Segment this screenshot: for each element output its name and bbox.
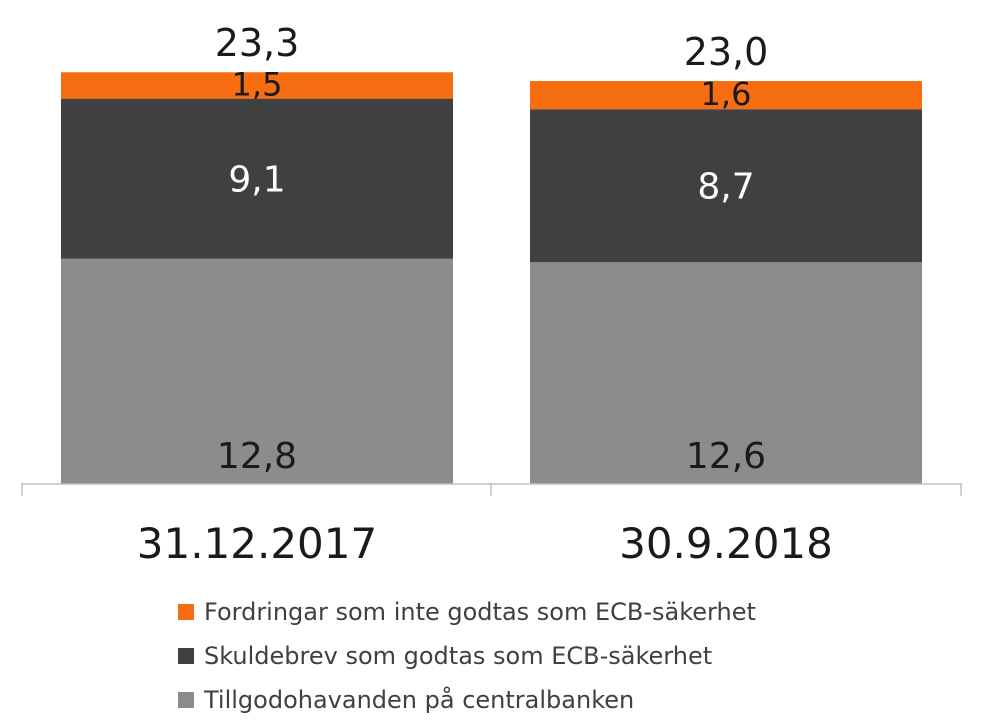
bar-segment-2-1	[530, 81, 922, 110]
legend-item-0: Fordringar som inte godtas som ECB-säker…	[178, 590, 756, 634]
data-label-2-0: 1,5	[232, 65, 283, 103]
data-label-1-1: 8,7	[697, 167, 754, 208]
legend-item-2: Tillgodohavanden på centralbanken	[178, 678, 756, 722]
data-label-1-0: 9,1	[228, 160, 285, 201]
bar-segment-0-0	[61, 258, 453, 484]
legend-item-1: Skuldebrev som godtas som ECB-säkerhet	[178, 634, 756, 678]
bars-layer	[61, 72, 922, 484]
bar-segment-1-1	[530, 109, 922, 263]
bar-segment-0-1	[530, 262, 922, 484]
legend-label-1: Skuldebrev som godtas som ECB-säkerhet	[204, 642, 713, 670]
legend-label-2: Tillgodohavanden på centralbanken	[204, 686, 635, 714]
stacked-bar-chart: 12,89,11,523,312,68,71,623,0 31.12.2017 3…	[21, 21, 962, 568]
legend-swatch-0	[178, 604, 194, 620]
x-axis	[21, 483, 962, 496]
legend-swatch-2	[178, 692, 194, 708]
legend-label-0: Fordringar som inte godtas som ECB-säker…	[204, 598, 756, 626]
bar-segment-2-0	[61, 72, 453, 99]
legend-swatch-1	[178, 648, 194, 664]
data-label-2-1: 1,6	[701, 75, 752, 113]
data-label-0-1: 12,6	[686, 436, 766, 477]
total-label-0: 23,3	[215, 21, 300, 65]
category-label-0: 31.12.2017	[137, 519, 377, 568]
bar-segment-1-0	[61, 98, 453, 259]
category-labels: 31.12.2017 30.9.2018	[137, 519, 833, 568]
data-label-0-0: 12,8	[217, 436, 297, 477]
legend: Fordringar som inte godtas som ECB-säker…	[178, 590, 756, 722]
total-label-1: 23,0	[684, 30, 769, 74]
labels-layer: 12,8 9,1 1,523,3 12,6 8,7 1,623,0	[215, 21, 769, 477]
category-label-1: 30.9.2018	[619, 519, 833, 568]
